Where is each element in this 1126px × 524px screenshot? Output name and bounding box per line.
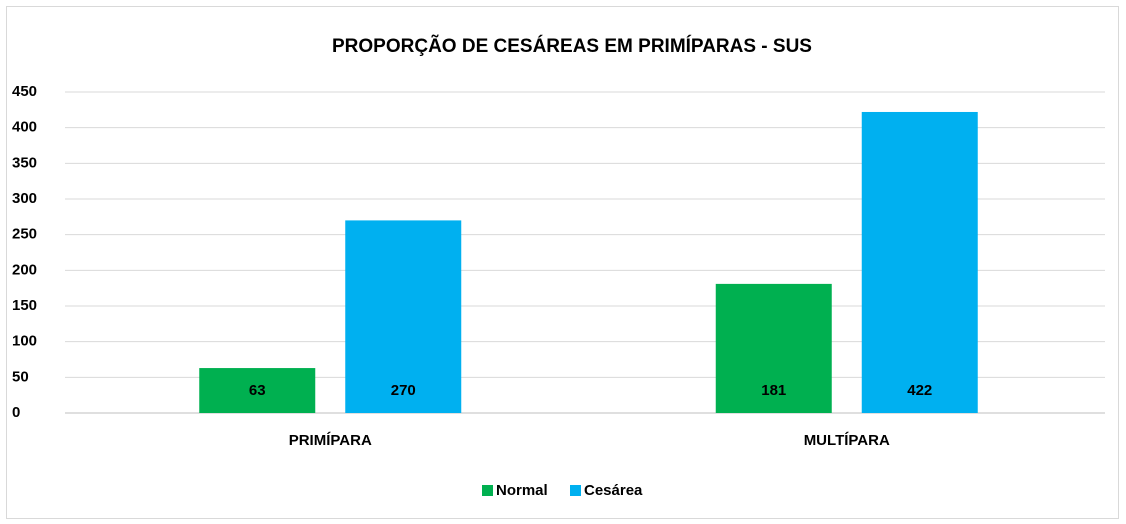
bar: [715, 283, 832, 413]
y-tick-label: 450: [12, 83, 37, 100]
bar: [861, 111, 978, 414]
x-tick-label: PRIMÍPARA: [289, 432, 372, 449]
y-tick-label: 150: [12, 297, 37, 314]
chart-title: PROPORÇÃO DE CESÁREAS EM PRIMÍPARAS - SU…: [332, 35, 812, 57]
data-label: 181: [761, 382, 786, 399]
data-label: 270: [391, 382, 416, 399]
bar: [199, 368, 316, 413]
legend-swatch: [482, 485, 493, 496]
y-tick-label: 200: [12, 261, 37, 278]
y-tick-label: 400: [12, 119, 37, 136]
y-tick-label: 300: [12, 190, 37, 207]
data-label: 422: [907, 382, 932, 399]
legend-label: Normal: [496, 482, 548, 499]
y-tick-label: 100: [12, 333, 37, 350]
legend-swatch: [570, 485, 581, 496]
y-tick-label: 250: [12, 226, 37, 243]
legend-label: Cesárea: [584, 482, 643, 499]
data-label: 63: [249, 382, 266, 399]
y-tick-label: 0: [12, 404, 20, 421]
y-tick-label: 50: [12, 368, 29, 385]
bar: [345, 220, 462, 413]
y-tick-label: 350: [12, 154, 37, 171]
x-tick-label: MULTÍPARA: [804, 432, 890, 449]
